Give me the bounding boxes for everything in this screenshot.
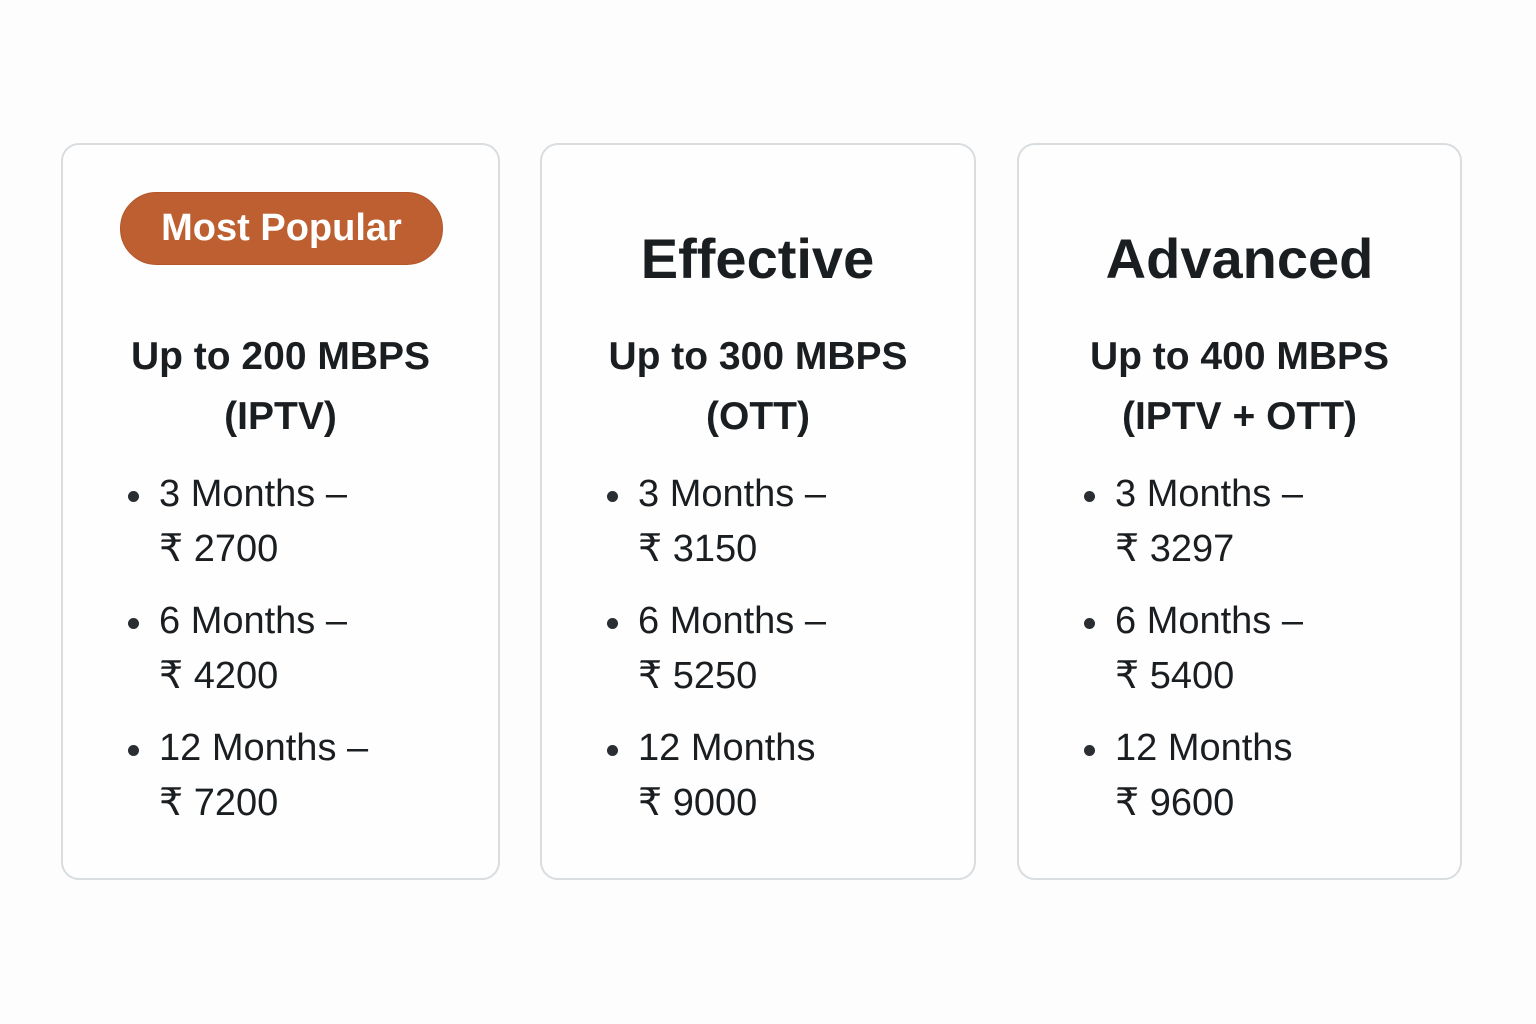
- plan-speed: Up to 300 MBPS (OTT): [542, 327, 974, 447]
- price-item: 12 Months ₹ 9000: [607, 721, 826, 831]
- plan-card-basic[interactable]: Most Popular Up to 200 MBPS (IPTV) 3 Mon…: [61, 143, 500, 880]
- price-amount: ₹ 4200: [159, 655, 279, 697]
- price-item: 12 Months ₹ 9600: [1084, 721, 1303, 831]
- price-amount: ₹ 7200: [159, 782, 279, 824]
- plan-speed-type: (IPTV + OTT): [1121, 395, 1358, 438]
- price-period: 3 Months –: [1115, 473, 1303, 515]
- price-period: 6 Months –: [638, 600, 826, 642]
- price-item: 6 Months – ₹ 4200: [127, 594, 368, 704]
- plan-speed: Up to 200 MBPS (IPTV): [63, 327, 498, 447]
- price-list: 3 Months – ₹ 3297 6 Months – ₹ 5400 12 Mon…: [1084, 467, 1303, 848]
- price-period: 12 Months –: [159, 727, 369, 769]
- price-item: 6 Months – ₹ 5400: [1084, 594, 1303, 704]
- plan-speed-line: Up to 300 MBPS: [608, 335, 908, 378]
- plan-card-advanced[interactable]: Advanced Up to 400 MBPS (IPTV + OTT) 3 M…: [1017, 143, 1462, 880]
- price-item: 6 Months – ₹ 5250: [607, 594, 826, 704]
- price-period: 3 Months –: [638, 473, 826, 515]
- plan-speed-type: (IPTV): [224, 395, 337, 438]
- price-item: 3 Months – ₹ 2700: [127, 467, 368, 577]
- plan-speed: Up to 400 MBPS (IPTV + OTT): [1019, 327, 1460, 447]
- most-popular-badge: Most Popular: [120, 192, 443, 265]
- plan-title: Effective: [640, 227, 875, 290]
- plan-speed-line: Up to 200 MBPS: [130, 335, 431, 378]
- price-item: 3 Months – ₹ 3150: [607, 467, 826, 577]
- price-amount: ₹ 2700: [159, 528, 279, 570]
- plan-card-effective[interactable]: Effective Up to 300 MBPS (OTT) 3 Months …: [540, 143, 976, 880]
- plan-speed-type: (OTT): [706, 395, 810, 438]
- price-period: 12 Months: [638, 727, 816, 769]
- price-amount: ₹ 3150: [638, 528, 758, 570]
- price-amount: ₹ 5250: [638, 655, 758, 697]
- price-period: 12 Months: [1115, 727, 1293, 769]
- price-period: 6 Months –: [159, 600, 347, 642]
- plan-title: Advanced: [1105, 227, 1374, 290]
- price-period: 3 Months –: [159, 473, 347, 515]
- plan-speed-line: Up to 400 MBPS: [1089, 335, 1390, 378]
- price-item: 12 Months – ₹ 7200: [127, 721, 369, 831]
- price-list: 3 Months – ₹ 2700 6 Months – ₹ 4200 12 Mon…: [127, 467, 369, 848]
- price-item: 3 Months – ₹ 3297: [1084, 467, 1303, 577]
- price-amount: ₹ 5400: [1115, 655, 1235, 697]
- price-period: 6 Months –: [1115, 600, 1303, 642]
- price-amount: ₹ 9000: [638, 782, 758, 824]
- price-amount: ₹ 3297: [1115, 528, 1235, 570]
- price-amount: ₹ 9600: [1115, 782, 1235, 824]
- price-list: 3 Months – ₹ 3150 6 Months – ₹ 5250 12 Mon…: [607, 467, 826, 848]
